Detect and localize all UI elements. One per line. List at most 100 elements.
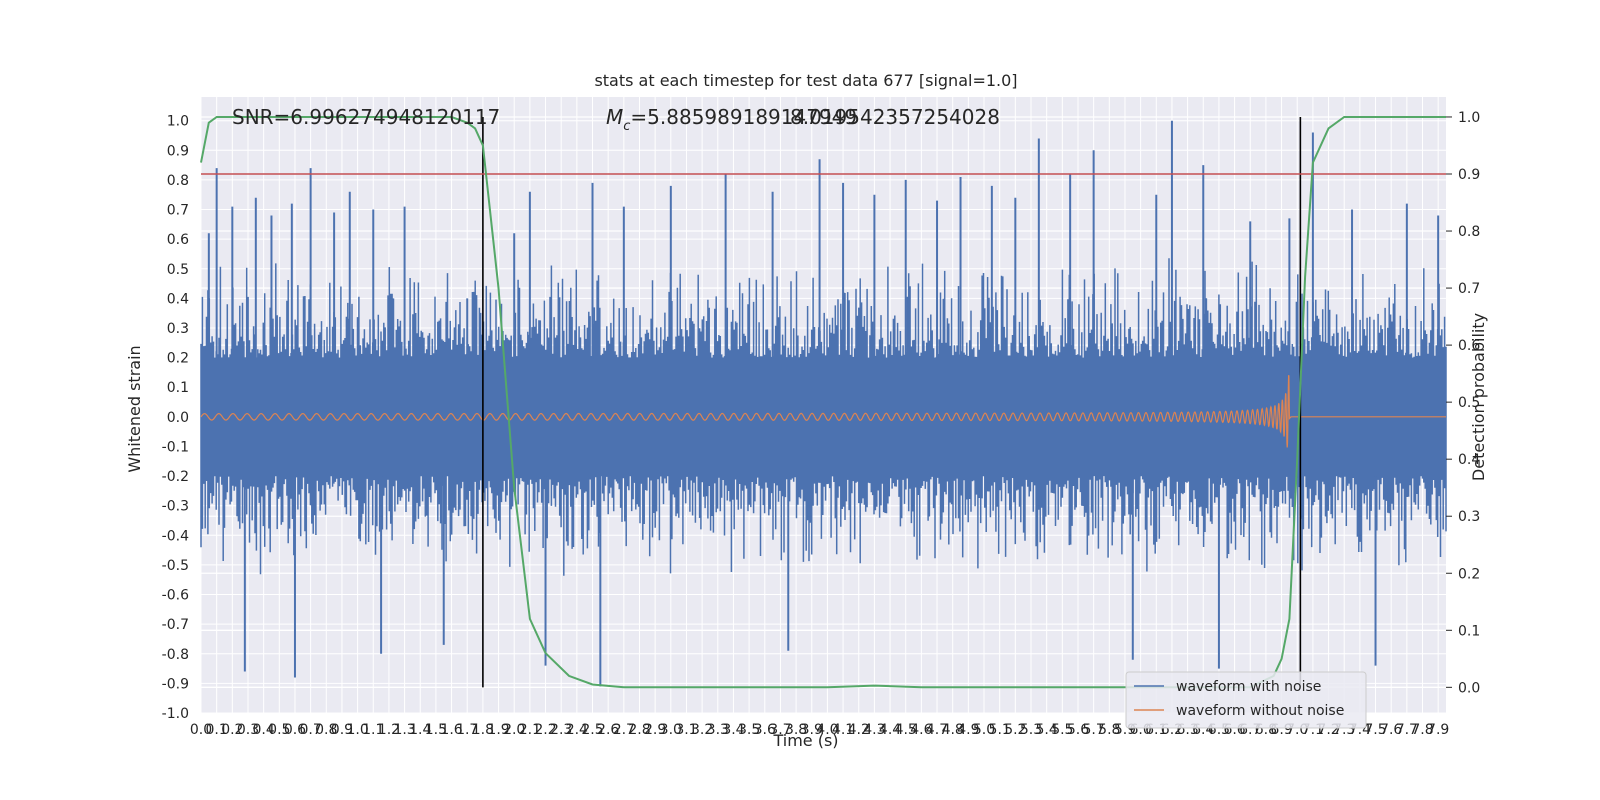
x-tick: 1.9: [487, 722, 509, 738]
mc-symbol: M: [606, 105, 623, 129]
y-tick-right: 0.2: [1458, 566, 1480, 582]
series-line-waveform-without-noise: [200, 375, 1446, 448]
x-tick: 4.6: [910, 722, 932, 738]
x-tick: 3.9: [801, 722, 823, 738]
x-tick: 0.0: [190, 722, 212, 738]
x-tick: 3.3: [707, 722, 729, 738]
x-tick: 5.3: [1020, 722, 1042, 738]
y-tick-left: 0.0: [167, 410, 189, 426]
x-tick: 7.9: [1427, 722, 1449, 738]
x-tick: 0.8: [315, 722, 337, 738]
x-tick: 2.1: [519, 722, 541, 738]
x-tick: 2.5: [581, 722, 603, 738]
x-tick: 3.5: [738, 722, 760, 738]
y-tick-left: -0.3: [162, 499, 189, 515]
y-tick-left: 0.5: [167, 262, 189, 278]
x-tick: 0.5: [268, 722, 290, 738]
x-tick: 4.1: [832, 722, 854, 738]
series-line-detection-probability: [200, 116, 1446, 689]
y-tick-left: -0.5: [162, 558, 189, 574]
y-tick-left: -0.6: [162, 588, 189, 604]
legend-entry-waveform-with-noise: waveform with noise: [1176, 679, 1321, 695]
x-tick: 0.4: [253, 722, 275, 738]
y-tick-left: -0.7: [162, 617, 189, 633]
y-tick-right: 0.9: [1458, 167, 1480, 183]
x-tick: 1.7: [456, 722, 478, 738]
x-tick: 3.2: [691, 722, 713, 738]
x-tick: 1.3: [393, 722, 415, 738]
overlap-annotation: 8.019542357254028: [790, 105, 1000, 129]
x-tick: 0.6: [284, 722, 306, 738]
y-tick-left: 0.3: [167, 321, 189, 337]
x-tick: 0.9: [331, 722, 353, 738]
x-tick: 2.3: [550, 722, 572, 738]
x-tick: 1.2: [378, 722, 400, 738]
snr-annotation: SNR=6.996274948120117: [232, 105, 500, 129]
x-tick: 2.4: [566, 722, 588, 738]
y-tick-left: -0.9: [162, 676, 189, 692]
x-tick: 3.1: [675, 722, 697, 738]
y-tick-right: 0.3: [1458, 509, 1480, 525]
y-axis-label-right: Detection probability: [1469, 313, 1488, 481]
x-tick: 5.6: [1067, 722, 1089, 738]
x-tick: 4.3: [863, 722, 885, 738]
x-axis-label: Time (s): [772, 731, 838, 750]
x-tick: 1.6: [440, 722, 462, 738]
y-tick-left: -0.2: [162, 469, 189, 485]
x-tick: 0.7: [299, 722, 321, 738]
x-tick: 2.0: [503, 722, 525, 738]
x-tick: 3.8: [785, 722, 807, 738]
x-tick: 3.7: [769, 722, 791, 738]
x-tick: 4.9: [957, 722, 979, 738]
x-tick: 5.4: [1036, 722, 1058, 738]
y-tick-right: 0.6: [1458, 338, 1480, 354]
x-tick: 4.4: [879, 722, 901, 738]
x-tick: 1.4: [409, 722, 431, 738]
x-tick: 0.1: [206, 722, 228, 738]
y-tick-left: 0.1: [167, 380, 189, 396]
y-tick-right: 1.0: [1458, 110, 1480, 126]
legend-box: [1125, 671, 1367, 729]
x-tick: 4.2: [848, 722, 870, 738]
mc-subscript: c: [623, 119, 630, 134]
x-tick: 7.6: [1380, 722, 1402, 738]
y-tick-left: -0.1: [162, 439, 189, 455]
x-tick: 4.7: [926, 722, 948, 738]
mc-annotation: Mc=5.885989189147949: [606, 105, 857, 134]
y-tick-left: 0.6: [167, 232, 189, 248]
y-tick-right: 0.8: [1458, 224, 1480, 240]
x-tick: 0.2: [221, 722, 243, 738]
x-tick: 2.2: [534, 722, 556, 738]
y-tick-right: 0.7: [1458, 281, 1480, 297]
y-tick-left: -1.0: [162, 706, 189, 722]
x-tick: 5.8: [1098, 722, 1120, 738]
ticks: -1.0 -0.9 -0.8 -0.7 -0.6 -0.5 -0.4 -0.3 -0.2 -0.1…: [162, 110, 1481, 738]
y-tick-left: 0.7: [167, 203, 189, 219]
y-tick-left: 1.0: [167, 114, 189, 130]
y-tick-right: 0.4: [1458, 452, 1480, 468]
x-tick: 7.8: [1411, 722, 1433, 738]
y-tick-left: -0.4: [162, 528, 189, 544]
x-tick: 4.0: [816, 722, 838, 738]
x-tick: 4.8: [942, 722, 964, 738]
x-tick: 5.7: [1083, 722, 1105, 738]
mc-value: =5.885989189147949: [630, 105, 857, 129]
x-tick: 2.8: [628, 722, 650, 738]
x-tick: 0.3: [237, 722, 259, 738]
y-tick-right: 0.5: [1458, 395, 1480, 411]
y-axis-label-left: Whitened strain: [125, 345, 144, 472]
y-tick-left: 0.8: [167, 173, 189, 189]
x-tick: 3.4: [722, 722, 744, 738]
x-tick: 5.1: [989, 722, 1011, 738]
x-tick: 7.7: [1396, 722, 1418, 738]
y-tick-left: 0.4: [167, 291, 189, 307]
legend-entry-waveform-without-noise: waveform without noise: [1176, 703, 1344, 719]
y-tick-right: 0.1: [1458, 623, 1480, 639]
x-tick: 2.7: [613, 722, 635, 738]
x-tick: 2.6: [597, 722, 619, 738]
x-tick: 1.0: [346, 722, 368, 738]
y-tick-left: 0.2: [167, 351, 189, 367]
x-tick: 5.5: [1051, 722, 1073, 738]
x-tick: 1.8: [472, 722, 494, 738]
legend: waveform with noise waveform without noi…: [1125, 671, 1367, 729]
